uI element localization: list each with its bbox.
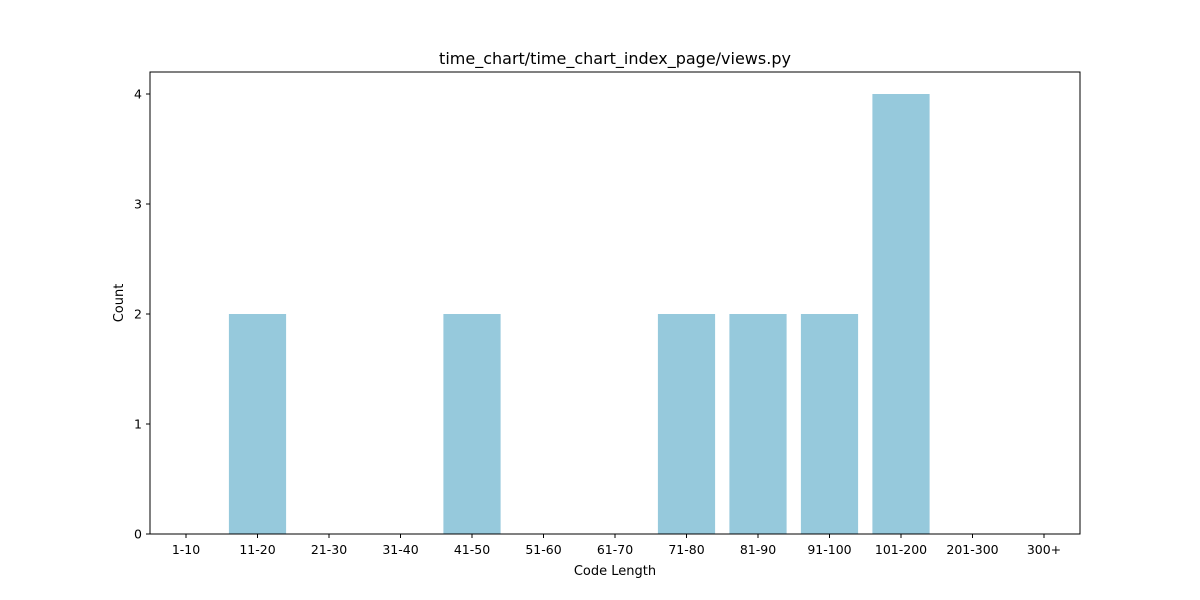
y-axis: 0 1 2 3 4 [134, 87, 150, 542]
y-tick-label: 3 [134, 197, 142, 212]
x-axis-label: Code Length [574, 564, 656, 579]
x-tick-label: 21-30 [311, 542, 347, 557]
x-tick-label: 1-10 [172, 542, 200, 557]
bar-41-50 [443, 314, 501, 534]
x-tick-label: 51-60 [525, 542, 561, 557]
bar-71-80 [657, 314, 716, 534]
bar-81-90 [729, 314, 787, 534]
bar-91-100 [800, 314, 859, 534]
x-axis: 1-10 11-20 21-30 31-40 41-50 51-60 61-70 71-80 8… [172, 534, 1061, 557]
bar-11-20 [228, 314, 287, 534]
x-tick-label: 81-90 [740, 542, 776, 557]
x-tick-label: 61-70 [597, 542, 633, 557]
x-tick-label: 201-300 [946, 542, 998, 557]
y-tick-label: 0 [134, 527, 142, 542]
chart-title: time_chart/time_chart_index_page/views.p… [439, 49, 791, 69]
x-tick-label: 71-80 [668, 542, 704, 557]
bar-101-200 [872, 94, 930, 534]
y-tick-label: 2 [134, 307, 142, 322]
bars-group [228, 94, 930, 534]
y-tick-label: 4 [134, 87, 142, 102]
x-tick-label: 31-40 [382, 542, 418, 557]
y-tick-label: 1 [134, 417, 142, 432]
x-tick-label: 91-100 [807, 542, 851, 557]
x-tick-label: 300+ [1027, 542, 1061, 557]
x-tick-label: 41-50 [454, 542, 490, 557]
x-tick-label: 11-20 [239, 542, 275, 557]
y-axis-label: Count [112, 284, 127, 323]
plot-frame [149, 71, 1081, 535]
x-tick-label: 101-200 [875, 542, 927, 557]
